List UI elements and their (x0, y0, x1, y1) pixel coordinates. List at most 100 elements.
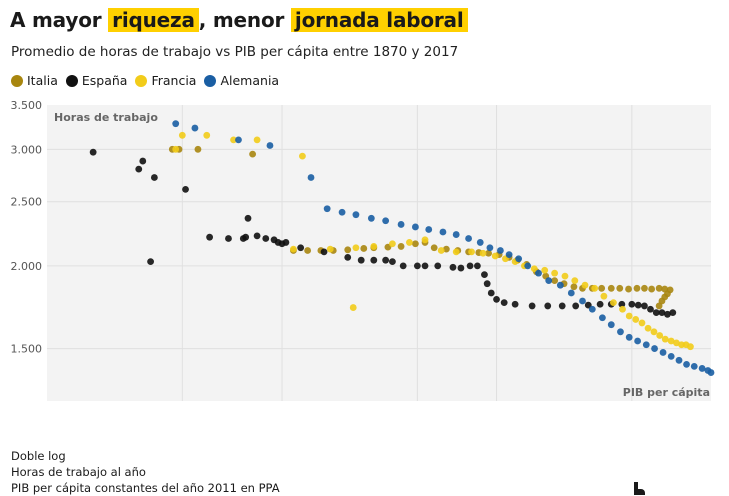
data-point-españa (139, 157, 147, 165)
data-point-españa (487, 289, 495, 297)
data-point-alemania (698, 365, 706, 372)
scatter-plot: 1.500 2.000 2.500 3.000 3.500 1.500 3.000 5.000… (11, 99, 715, 415)
data-point-francia (452, 248, 460, 256)
data-point-alemania (425, 226, 433, 233)
data-point-francia (349, 304, 357, 311)
title-text-2: , menor (198, 8, 291, 32)
data-point-italia (551, 277, 559, 285)
chart-subtitle: Promedio de horas de trabajo vs PIB per … (11, 44, 459, 60)
data-point-italia (655, 302, 663, 310)
note-hours: Horas de trabajo al año (11, 465, 146, 479)
data-point-francia (600, 292, 608, 300)
legend-label: Alemania (220, 73, 280, 88)
legend-item-italia: Italia (11, 73, 58, 88)
data-point-españa (483, 280, 491, 288)
data-point-españa (182, 185, 189, 193)
data-point-españa (647, 305, 654, 313)
data-point-españa (493, 295, 500, 303)
data-point-españa (500, 299, 508, 307)
data-point-alemania (476, 239, 484, 246)
data-point-francia (479, 249, 487, 257)
data-point-españa (596, 300, 604, 308)
data-point-italia (607, 284, 615, 292)
data-point-alemania (505, 251, 513, 259)
data-point-españa (664, 310, 671, 318)
data-point-francia (656, 332, 664, 339)
data-point-alemania (556, 281, 564, 289)
data-point-italia (570, 283, 578, 291)
x-tick-label: 3.000 (167, 413, 199, 415)
data-point-españa (544, 302, 552, 310)
legend-item-españa: España (65, 73, 127, 88)
data-point-francia (610, 299, 617, 307)
data-point-francia (581, 281, 589, 289)
data-point-alemania (367, 214, 375, 222)
legend-label: Italia (27, 73, 58, 88)
legend-swatch (204, 74, 217, 87)
data-point-italia (194, 145, 202, 153)
data-point-alemania (235, 136, 242, 144)
data-point-alemania (352, 211, 360, 219)
footnotes: Doble log Horas de trabajo al año PIB pe… (11, 448, 280, 496)
data-point-francia (299, 152, 306, 160)
data-point-francia (561, 272, 569, 280)
data-point-alemania (598, 314, 606, 322)
legend-item-alemania: Alemania (204, 73, 279, 88)
data-point-alemania (675, 356, 683, 364)
data-point-alemania (642, 341, 650, 349)
data-point-italia (397, 243, 405, 250)
data-point-italia (485, 249, 492, 257)
data-point-italia (344, 246, 352, 254)
note-gdp: PIB per cápita constantes del año 2011 e… (11, 481, 280, 495)
legend-swatch (11, 74, 23, 87)
data-point-españa (457, 264, 465, 272)
data-point-francia (632, 316, 640, 323)
data-point-francia (551, 269, 559, 277)
plot-background (47, 105, 711, 401)
data-point-francia (468, 248, 475, 256)
data-point-alemania (667, 352, 675, 360)
data-point-alemania (496, 247, 504, 254)
data-point-alemania (191, 124, 199, 132)
data-point-españa (572, 302, 580, 310)
data-point-italia (598, 284, 606, 292)
legend: Italia España Francia Alemania (11, 73, 287, 88)
data-point-italia (633, 284, 641, 292)
data-point-alemania (397, 221, 405, 228)
data-point-italia (304, 247, 312, 254)
data-point-francia (491, 252, 499, 260)
data-point-italia (655, 284, 663, 292)
data-point-francia (405, 239, 413, 246)
data-point-españa (206, 233, 214, 241)
data-point-francia (178, 131, 186, 139)
data-point-españa (466, 262, 474, 270)
title-highlight-1: riqueza (108, 8, 199, 32)
x-axis-title: PIB per cápita (623, 386, 710, 399)
data-point-españa (399, 262, 407, 270)
data-point-alemania (535, 269, 542, 277)
y-tick-label: 2.500 (11, 196, 43, 209)
data-point-italia (648, 285, 656, 293)
data-point-alemania (617, 328, 624, 336)
data-point-alemania (172, 120, 180, 128)
data-point-alemania (465, 235, 472, 242)
data-point-francia (687, 343, 694, 351)
data-point-francia (673, 339, 680, 347)
data-point-alemania (266, 142, 274, 149)
data-point-españa (262, 235, 270, 242)
data-point-francia (619, 305, 626, 313)
data-point-francia (625, 312, 633, 320)
data-point-francia (644, 324, 652, 332)
data-point-españa (449, 263, 457, 271)
data-point-italia (616, 284, 624, 292)
data-point-francia (253, 136, 261, 144)
data-point-alemania (545, 277, 553, 285)
data-point-españa (225, 235, 232, 242)
data-point-italia (442, 245, 450, 253)
data-point-alemania (323, 205, 331, 213)
data-point-italia (658, 297, 666, 305)
x-tick-label: 1.500 (31, 413, 63, 415)
data-point-italia (641, 284, 648, 292)
data-point-francia (290, 245, 297, 253)
data-point-españa (253, 232, 261, 240)
